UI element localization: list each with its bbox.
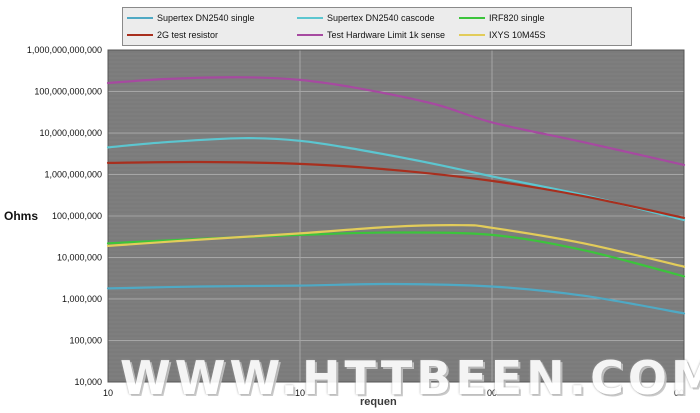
- y-tick-label: 10,000,000,000: [39, 128, 102, 138]
- y-axis-label: Ohms: [4, 209, 39, 223]
- y-tick-label: 10,000: [74, 377, 102, 387]
- legend-item-supertex-cascode: Supertex DN2540 cascode: [297, 11, 435, 25]
- legend-label: IRF820 single: [489, 13, 545, 23]
- legend-swatch: [127, 17, 153, 19]
- legend-swatch: [459, 34, 485, 36]
- x-tick-label: 10: [103, 388, 113, 398]
- legend-swatch: [297, 34, 323, 36]
- y-tick-label: 100,000,000: [52, 211, 102, 221]
- series-line-6: [106, 224, 686, 268]
- x-tick-label: 10: [295, 388, 305, 398]
- legend-swatch: [459, 17, 485, 19]
- y-tick-label: 100,000,000,000: [34, 87, 102, 97]
- y-tick-label: 1,000,000: [62, 294, 102, 304]
- y-tick-label: 1,000,000,000: [44, 170, 102, 180]
- legend-label: IXYS 10M45S: [489, 30, 546, 40]
- y-tick-label: 10,000,000: [57, 253, 102, 263]
- legend-item-irf820: IRF820 single: [459, 11, 545, 25]
- y-tick-label: 1,000,000,000,000: [27, 45, 102, 55]
- legend-item-hardware-limit: Test Hardware Limit 1k sense: [297, 28, 445, 42]
- legend-label: Supertex DN2540 cascode: [327, 13, 435, 23]
- series-line-4: [106, 160, 686, 219]
- series-line-1: [106, 282, 686, 315]
- legend-swatch: [297, 17, 323, 19]
- series-line-2: [106, 137, 686, 222]
- legend-item-2g-resistor: 2G test resistor: [127, 28, 218, 42]
- legend-label: Supertex DN2540 single: [157, 13, 255, 23]
- legend-swatch: [127, 34, 153, 36]
- x-tick-label: 00: [487, 388, 497, 398]
- legend: Supertex DN2540 single Supertex DN2540 c…: [122, 7, 632, 46]
- legend-item-ixys: IXYS 10M45S: [459, 28, 546, 42]
- watermark: WWW.HTTBEEN.COM: [120, 351, 700, 405]
- plot-border: [107, 49, 685, 383]
- y-tick-label: 100,000: [69, 336, 102, 346]
- legend-label: 2G test resistor: [157, 30, 219, 40]
- series-line-5: [106, 76, 686, 166]
- x-tick-label: 00: [674, 388, 684, 398]
- legend-item-supertex-single: Supertex DN2540 single: [127, 11, 255, 25]
- x-axis-label: requen: [360, 396, 397, 408]
- legend-label: Test Hardware Limit 1k sense: [327, 30, 446, 40]
